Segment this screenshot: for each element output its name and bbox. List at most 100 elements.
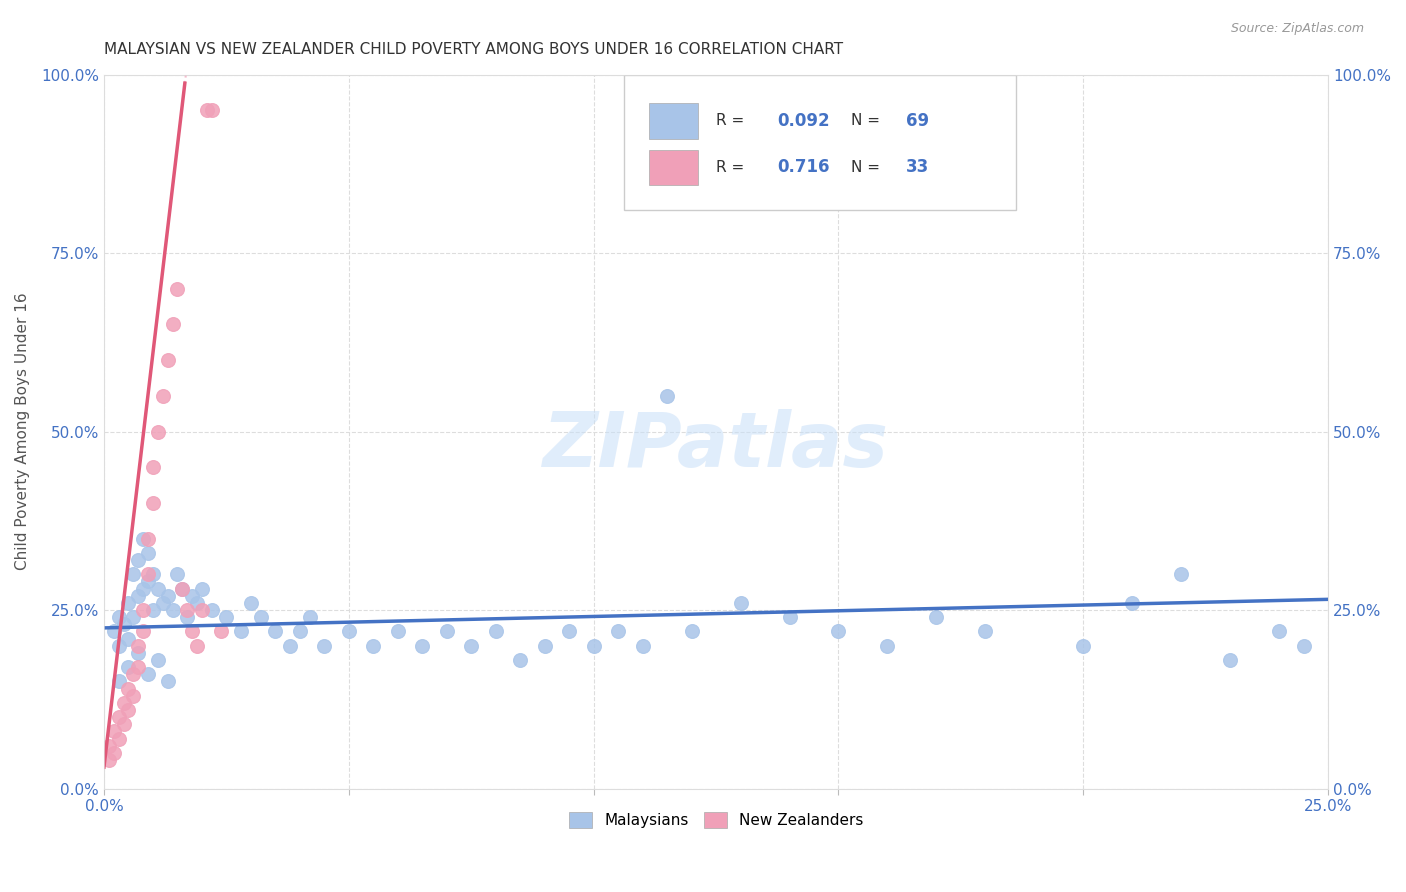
Point <box>172 582 194 596</box>
Point <box>142 496 165 510</box>
Point <box>136 574 159 589</box>
Point <box>112 717 135 731</box>
Point <box>195 103 218 118</box>
Point <box>127 660 149 674</box>
Point <box>112 696 135 710</box>
Text: N =: N = <box>851 113 884 128</box>
Point <box>156 674 179 689</box>
Point <box>162 603 184 617</box>
Point <box>107 710 129 724</box>
Point <box>156 589 179 603</box>
Point <box>152 596 174 610</box>
Point <box>132 532 155 546</box>
Text: 69: 69 <box>905 112 929 130</box>
Point <box>142 603 165 617</box>
Point <box>172 582 194 596</box>
Point <box>162 318 184 332</box>
Point <box>314 639 336 653</box>
Point <box>127 646 149 660</box>
Point <box>533 639 555 653</box>
Point <box>166 567 188 582</box>
Point <box>127 639 149 653</box>
Point <box>103 746 125 760</box>
Point <box>181 624 204 639</box>
Point <box>876 639 898 653</box>
FancyBboxPatch shape <box>648 103 697 139</box>
Point <box>181 589 204 603</box>
Text: R =: R = <box>716 160 749 175</box>
Point <box>122 667 145 681</box>
Point <box>112 617 135 632</box>
Point <box>278 639 301 653</box>
Point <box>558 624 581 639</box>
Point <box>201 603 224 617</box>
Point <box>1219 653 1241 667</box>
Point <box>509 653 531 667</box>
Point <box>136 546 159 560</box>
Text: Source: ZipAtlas.com: Source: ZipAtlas.com <box>1230 22 1364 36</box>
Legend: Malaysians, New Zealanders: Malaysians, New Zealanders <box>562 806 869 834</box>
Y-axis label: Child Poverty Among Boys Under 16: Child Poverty Among Boys Under 16 <box>15 293 30 570</box>
Point <box>925 610 948 624</box>
Point <box>387 624 409 639</box>
Point <box>122 689 145 703</box>
Point <box>264 624 287 639</box>
Point <box>166 282 188 296</box>
Point <box>1268 624 1291 639</box>
Text: 0.092: 0.092 <box>778 112 830 130</box>
Point <box>436 624 458 639</box>
Point <box>127 589 149 603</box>
Point <box>107 674 129 689</box>
Point <box>152 389 174 403</box>
Point <box>97 739 120 753</box>
Point <box>132 603 155 617</box>
Point <box>1071 639 1094 653</box>
FancyBboxPatch shape <box>624 75 1017 211</box>
Text: MALAYSIAN VS NEW ZEALANDER CHILD POVERTY AMONG BOYS UNDER 16 CORRELATION CHART: MALAYSIAN VS NEW ZEALANDER CHILD POVERTY… <box>104 42 844 57</box>
Point <box>97 753 120 767</box>
Point <box>142 567 165 582</box>
Point <box>136 667 159 681</box>
Point <box>156 353 179 368</box>
Point <box>361 639 384 653</box>
Point <box>132 582 155 596</box>
FancyBboxPatch shape <box>648 150 697 186</box>
Point <box>582 639 605 653</box>
Point <box>631 639 654 653</box>
Point <box>411 639 433 653</box>
Point <box>117 632 139 646</box>
Point <box>201 103 224 118</box>
Point <box>103 724 125 739</box>
Point <box>186 596 208 610</box>
Text: 33: 33 <box>905 159 929 177</box>
Point <box>239 596 262 610</box>
Point <box>1170 567 1192 582</box>
Point <box>117 596 139 610</box>
Point <box>146 653 169 667</box>
Point <box>681 624 703 639</box>
Point <box>655 389 678 403</box>
Point <box>117 681 139 696</box>
Point <box>176 603 198 617</box>
Point <box>117 660 139 674</box>
Point <box>136 532 159 546</box>
Text: N =: N = <box>851 160 884 175</box>
Point <box>107 639 129 653</box>
Point <box>191 582 214 596</box>
Point <box>337 624 360 639</box>
Text: ZIPatlas: ZIPatlas <box>543 409 889 483</box>
Point <box>974 624 997 639</box>
Point <box>103 624 125 639</box>
Point <box>211 624 233 639</box>
Point <box>127 553 149 567</box>
Point <box>107 610 129 624</box>
Point <box>1121 596 1143 610</box>
Point <box>779 610 801 624</box>
Point <box>485 624 508 639</box>
Point <box>215 610 238 624</box>
Point <box>607 624 630 639</box>
Point <box>730 596 752 610</box>
Point <box>288 624 311 639</box>
Text: 0.716: 0.716 <box>778 159 830 177</box>
Point <box>186 639 208 653</box>
